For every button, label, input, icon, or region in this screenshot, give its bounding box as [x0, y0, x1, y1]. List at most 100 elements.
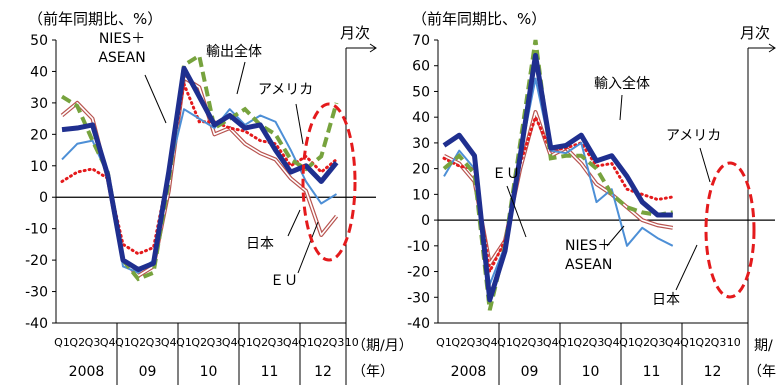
x-tick-label: Q4: [482, 336, 498, 349]
y-tick-label: 30: [30, 96, 48, 112]
series-line: [442, 52, 673, 303]
series-line: [61, 65, 339, 273]
year-label: 09: [139, 364, 157, 380]
month-arrow-head: [768, 43, 776, 53]
annotation: アメリカ: [666, 128, 721, 183]
year-label: 12: [704, 364, 722, 380]
x-tick-label: Q3: [711, 336, 727, 349]
annotation-label: 輸入全体: [594, 75, 650, 92]
x-tick-label: Q1: [619, 336, 635, 349]
annotation-pointer: [675, 244, 698, 291]
x-tick-label: Q2: [634, 336, 650, 349]
x-tick-label: Q3: [207, 336, 223, 349]
x-tick-label: Q3: [329, 336, 345, 349]
year-label: 12: [314, 364, 332, 380]
annotation: ＥＵ: [492, 166, 527, 238]
year-label: 09: [521, 364, 539, 380]
y-tick-label: 0: [39, 190, 48, 206]
year-label: 11: [261, 364, 279, 380]
chart-imports: （前年同期比、%） 月次 期/ （年 -40 -30 -20 -10 0 10 20 30 40…: [407, 10, 776, 385]
x-tick-label: Q1: [436, 336, 452, 349]
x-tick-label: Q3: [85, 336, 101, 349]
x-tick-label: Q1: [558, 336, 574, 349]
y-tick-label: 70: [412, 33, 430, 49]
annotation: 日本: [246, 209, 301, 252]
series-thin: [61, 108, 338, 274]
y-tick-label: 50: [30, 33, 48, 49]
year-label: 2008: [69, 364, 105, 380]
year-axis-label: （年: [748, 364, 776, 380]
x-tick-label: Q1: [497, 336, 513, 349]
annotation-label: 輸出全体: [206, 43, 262, 60]
annotation-label: ASEAN: [98, 50, 145, 66]
highlight-ellipse: [301, 102, 357, 262]
annotation-label: 日本: [246, 236, 274, 252]
year-label: 11: [643, 364, 661, 380]
y-tick-label: 20: [30, 127, 48, 143]
annotation-label: アメリカ: [666, 128, 721, 144]
x-tick-label: Q2: [313, 336, 329, 349]
x-tick-label: Q4: [543, 336, 559, 349]
x-tick-label: Q3: [467, 336, 483, 349]
x-tick-label: Q2: [252, 336, 268, 349]
year-label: 2008: [451, 364, 487, 380]
annotation: アメリカ: [258, 82, 313, 145]
y-tick-label: 0: [421, 213, 430, 229]
y-tick-label: -20: [25, 253, 48, 269]
year-axis-label: （年）: [352, 364, 394, 380]
x-tick-label: Q1: [115, 336, 131, 349]
x-tick-label: Q1: [680, 336, 696, 349]
x-tick-label: Q2: [191, 336, 207, 349]
x-tick-label: Q4: [222, 336, 238, 349]
x-tick-label: Q2: [695, 336, 711, 349]
y-tick-label: -10: [25, 222, 48, 238]
x-tick-label: Q4: [283, 336, 299, 349]
x-tick-label: Q3: [528, 336, 544, 349]
x-tick-label: Q4: [161, 336, 177, 349]
x-tick-label: Q3: [268, 336, 284, 349]
x-tick-label: Q4: [100, 336, 116, 349]
series-line: [61, 108, 338, 274]
x-tick-label: Q2: [69, 336, 85, 349]
annotation: 日本: [652, 244, 698, 308]
x-tick-label: Q2: [130, 336, 146, 349]
month-arrow-head: [369, 43, 377, 53]
annotation: ＥＵ: [270, 221, 319, 289]
year-label: 10: [200, 364, 218, 380]
unit-label: （前年同期比、%）: [412, 10, 546, 28]
x-tick-label: Q1: [237, 336, 253, 349]
series-thick: [61, 65, 339, 273]
annotation-label: NIES＋: [99, 31, 145, 47]
y-tick-label: -30: [407, 290, 430, 306]
annotation: NIES＋ ASEAN: [565, 225, 625, 273]
annotation-pointer: [236, 61, 246, 95]
x-tick-label: 10: [727, 336, 741, 349]
y-tick-label: 50: [412, 84, 430, 100]
x-tick-label: Q1: [298, 336, 314, 349]
x-tick-label: Q2: [512, 336, 528, 349]
y-tick-label: -10: [407, 239, 430, 255]
x-tick-label: Q2: [451, 336, 467, 349]
x-tick-label: 10: [345, 336, 359, 349]
annotation-pointer: [287, 209, 301, 237]
annotation-label: ASEAN: [565, 257, 612, 273]
x-tick-label: Q3: [146, 336, 162, 349]
series-thick: [442, 52, 673, 303]
y-tick-label: -20: [407, 265, 430, 281]
chart-exports: （前年同期比、%） 月次 （期/月） （年） -40 -30 -20 -10 0 10 20…: [25, 10, 413, 385]
y-tick-label: -30: [25, 285, 48, 301]
annotation-label: ＥＵ: [270, 273, 298, 289]
y-tick-label: 40: [412, 110, 430, 126]
x-tick-label: Q1: [54, 336, 70, 349]
frequency-label: 月次: [340, 24, 370, 42]
annotation-pointer: [606, 225, 625, 247]
annotation: NIES＋ ASEAN: [98, 31, 167, 124]
y-tick-label: -40: [25, 316, 48, 332]
annotation-pointer: [144, 74, 167, 124]
y-tick-label: 10: [30, 159, 48, 175]
highlight-ellipse: [704, 161, 756, 299]
annotation-label: NIES＋: [565, 238, 611, 254]
frequency-label: 月次: [740, 24, 770, 42]
y-tick-label: 20: [412, 162, 430, 178]
